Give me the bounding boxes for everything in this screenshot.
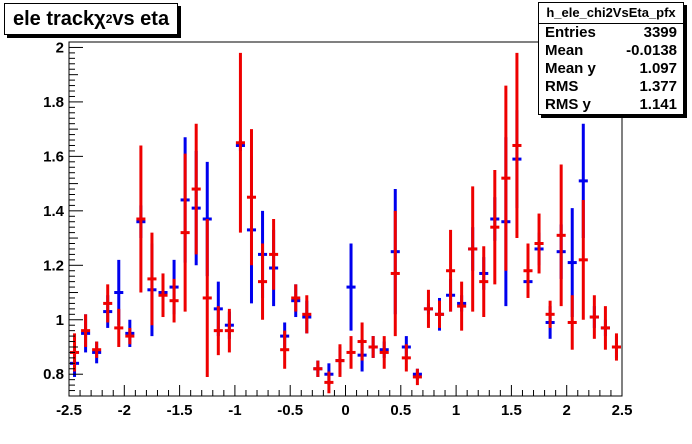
stats-label: RMS — [545, 78, 579, 95]
stats-row-rms-y: RMS y 1.141 — [539, 96, 683, 114]
data-point-red — [401, 344, 411, 372]
data-point-red — [103, 284, 113, 323]
stats-row-entries: Entries 3399 — [539, 24, 683, 42]
data-point-red — [589, 295, 599, 339]
data-point-red — [600, 306, 610, 350]
stats-value: -0.0138 — [626, 42, 677, 59]
stats-label: Entries — [545, 24, 596, 41]
y-tick-label: 1 — [56, 312, 64, 329]
data-point-red — [556, 164, 566, 307]
data-point-red — [611, 333, 621, 361]
x-tick-label: 2.5 — [612, 402, 633, 419]
title-text-pre: ele track — [13, 7, 95, 30]
x-tick-label: -2.5 — [56, 402, 82, 419]
data-point-red — [412, 368, 422, 386]
data-point-red — [490, 169, 500, 285]
data-point-red — [302, 295, 312, 334]
data-point-red — [169, 278, 179, 323]
x-tick-label: -1 — [228, 402, 241, 419]
y-tick-label: 1.2 — [43, 257, 64, 274]
data-point-red — [280, 330, 290, 369]
data-point-red — [545, 300, 555, 328]
data-point-red — [479, 246, 489, 318]
data-point-red — [92, 341, 102, 358]
x-tick-label: 0.5 — [390, 402, 411, 419]
stats-row-rms: RMS 1.377 — [539, 78, 683, 96]
stats-label: RMS y — [545, 96, 591, 113]
data-point-red — [534, 213, 544, 274]
stats-value: 3399 — [643, 24, 677, 41]
data-point-red — [578, 199, 588, 320]
data-point-red — [368, 336, 378, 358]
series-red — [70, 52, 621, 394]
data-point-red — [136, 145, 146, 293]
stats-value: 1.141 — [639, 96, 677, 113]
data-point-red — [390, 210, 400, 337]
stats-row-mean: Mean -0.0138 — [539, 42, 683, 60]
x-tick-label: -0.5 — [277, 402, 303, 419]
y-tick-label: 1.6 — [43, 148, 64, 165]
data-point-red — [335, 344, 345, 377]
data-point-red — [313, 360, 323, 377]
title-text-post: vs eta — [112, 7, 170, 30]
data-point-red — [213, 306, 223, 356]
data-point-red — [258, 243, 268, 320]
x-tick-label: -2 — [118, 402, 131, 419]
data-point-red — [81, 314, 91, 347]
data-point-red — [468, 186, 478, 312]
y-tick-label: 1.4 — [43, 203, 65, 220]
data-point-red — [346, 336, 356, 369]
data-point-red — [423, 289, 433, 328]
data-point-red — [158, 273, 168, 318]
stats-value: 1.097 — [639, 60, 677, 77]
data-point-red — [357, 322, 367, 361]
data-point-red — [246, 129, 257, 266]
data-point-red — [235, 52, 245, 233]
x-tick-label: -1.5 — [167, 402, 193, 419]
data-point-red — [291, 284, 301, 312]
stats-box: h_ele_chi2VsEta_pfx Entries 3399 Mean -0… — [538, 2, 684, 115]
stats-histogram-name: h_ele_chi2VsEta_pfx — [539, 3, 683, 24]
stats-label: Mean y — [545, 60, 596, 77]
x-tick-label: 1 — [452, 402, 460, 419]
data-point-red — [523, 243, 533, 298]
data-point-red — [446, 229, 456, 312]
axes: -2.5 -2 -1.5 -1 -0.5 0 0.5 1 1.5 2 2.5 0.8 1 1.2 1.4 1.… — [43, 39, 632, 419]
title-superscript: 2 — [105, 12, 113, 26]
data-point-red — [501, 85, 511, 271]
stats-value: 1.377 — [639, 78, 677, 95]
data-point-red — [269, 219, 279, 290]
data-point-red — [224, 308, 234, 353]
stats-row-mean-y: Mean y 1.097 — [539, 60, 683, 78]
y-tick-label: 1.8 — [43, 94, 64, 111]
data-point-red — [324, 371, 334, 394]
stats-label: Mean — [545, 42, 584, 59]
data-point-red — [567, 295, 577, 350]
plot-marks — [70, 52, 621, 394]
title-chi-symbol: χ — [94, 7, 106, 30]
data-point-red — [191, 123, 201, 255]
x-tick-label: 1.5 — [501, 402, 522, 419]
data-point-blue — [346, 243, 356, 331]
data-point-red — [512, 52, 522, 239]
data-point-red — [114, 308, 124, 347]
data-point-red — [147, 232, 157, 326]
data-point-red — [457, 281, 467, 331]
y-tick-label: 0.8 — [43, 366, 64, 383]
y-tick-label: 2 — [56, 39, 64, 56]
x-tick-label: 2 — [563, 402, 571, 419]
data-point-red — [434, 300, 445, 328]
data-point-red — [180, 153, 190, 312]
data-point-red — [202, 219, 212, 377]
data-point-red — [125, 327, 135, 345]
data-point-red — [379, 336, 389, 369]
x-tick-label: 0 — [341, 402, 349, 419]
